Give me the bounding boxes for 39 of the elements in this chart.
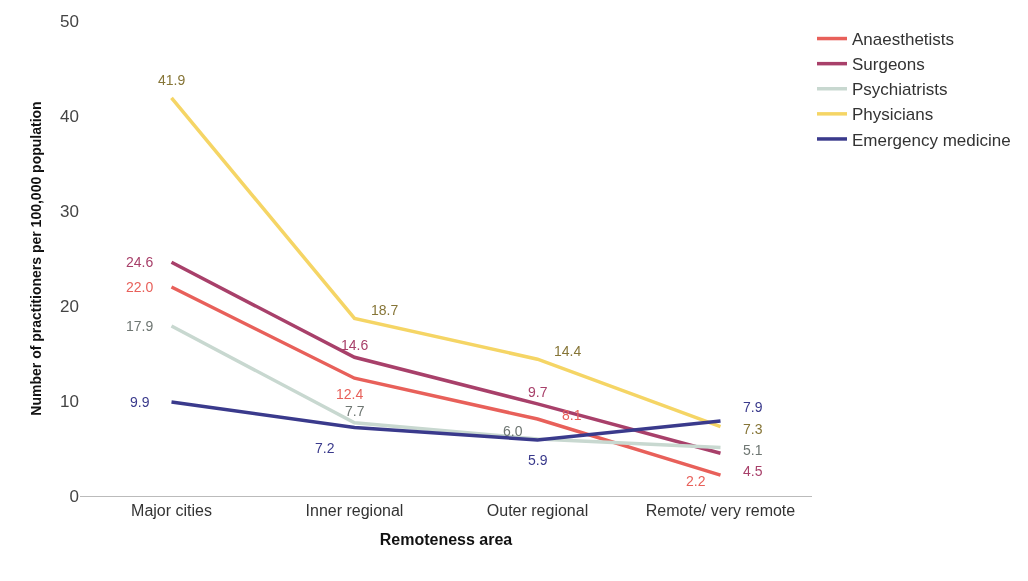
data-label: 14.6 [341,337,369,353]
data-label: 22.0 [126,279,154,295]
y-tick-label: 30 [60,201,79,221]
line-series [169,400,723,442]
legend-label: Emergency medicine [852,130,1011,150]
data-label: 24.6 [126,254,154,270]
legend-label: Surgeons [852,55,925,75]
data-label: 2.2 [686,473,706,489]
y-tick-label: 0 [69,486,79,506]
line-series [169,285,723,477]
data-label: 12.4 [336,386,364,402]
data-label: 9.7 [528,384,548,400]
x-tick-label: Outer regional [486,502,589,520]
data-label: 17.9 [126,318,154,334]
data-label: 18.7 [371,302,399,318]
data-label: 6.0 [503,423,523,439]
y-axis-title: Number of practitioners per 100,000 population [27,101,44,416]
data-label: 4.5 [743,463,763,479]
data-label: 9.9 [130,394,150,410]
legend-label: Psychiatrists [852,80,948,100]
data-label: 7.7 [345,403,365,419]
x-axis-title: Remoteness area [379,530,513,548]
data-label: 7.9 [743,399,763,415]
data-label: 5.1 [743,442,763,458]
data-label: 14.4 [554,343,582,359]
x-tick-label: Major cities [131,502,212,520]
line-series [169,260,723,455]
x-tick-label: Inner regional [305,502,404,520]
data-label: 5.9 [528,452,548,468]
data-label: 7.3 [743,421,763,437]
legend-label: Physicians [852,105,934,125]
data-label: 41.9 [158,72,186,88]
x-tick-label: Remote/ very remote [645,502,796,520]
data-label: 7.2 [315,440,335,456]
y-tick-label: 50 [60,11,79,31]
y-tick-label: 40 [60,106,79,126]
y-tick-label: 10 [60,391,79,411]
legend-label: Anaesthetists [852,30,955,50]
y-tick-label: 20 [60,296,79,316]
